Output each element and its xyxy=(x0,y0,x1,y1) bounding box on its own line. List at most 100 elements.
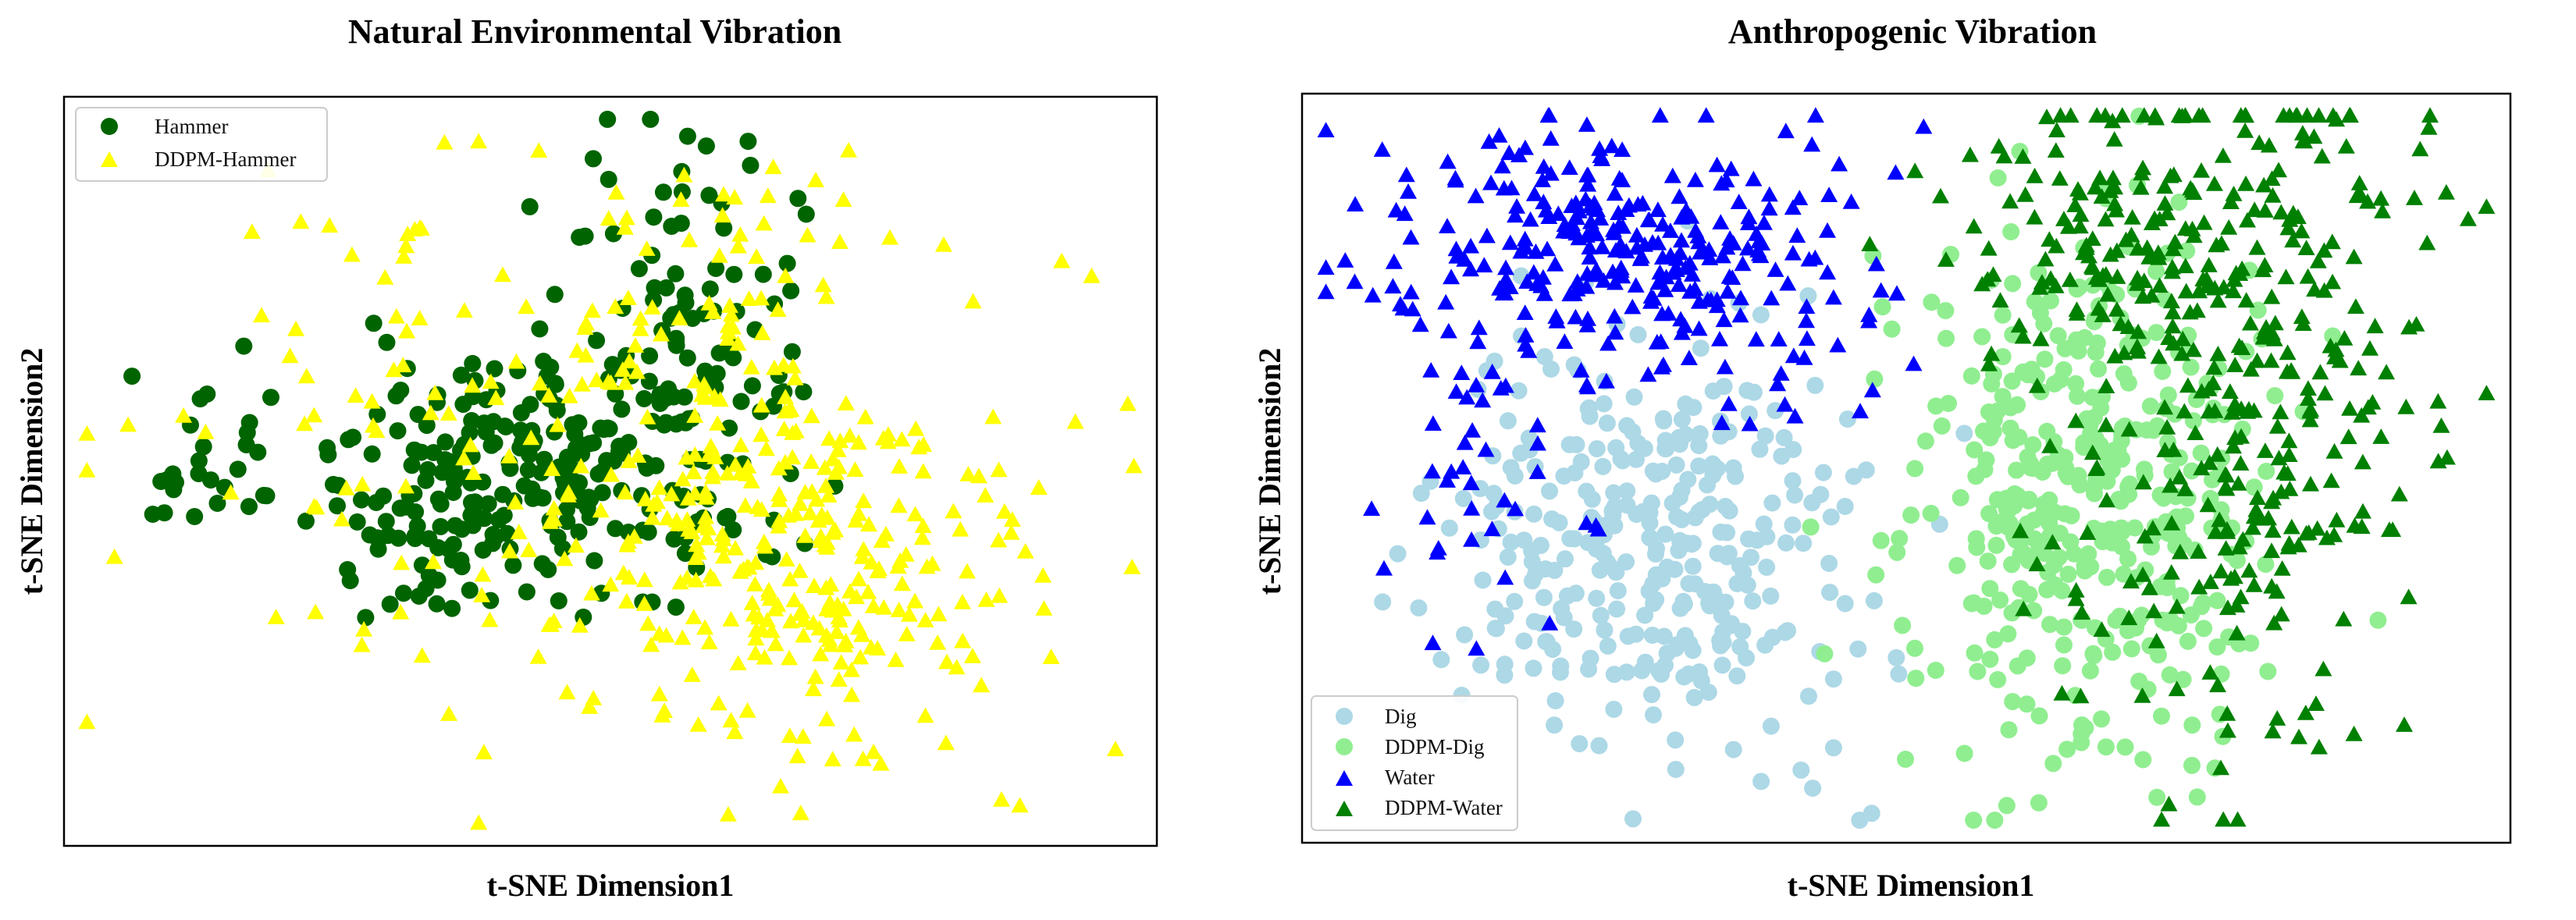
point-water-327 xyxy=(1528,464,1546,479)
point-ddpm-hammer-400 xyxy=(753,325,771,340)
point-ddpm-water-205 xyxy=(2248,239,2266,255)
point-water-226 xyxy=(1800,250,1818,267)
point-water-218 xyxy=(1713,175,1731,191)
point-ddpm-dig-350 xyxy=(2112,492,2129,510)
point-ddpm-water-371 xyxy=(2105,169,2122,186)
point-ddpm-dig-190 xyxy=(2038,422,2056,440)
point-dig-260 xyxy=(1656,432,1674,449)
point-hammer-287 xyxy=(678,127,696,145)
point-ddpm-hammer-229 xyxy=(984,408,1002,424)
point-ddpm-hammer-216 xyxy=(859,583,877,599)
point-ddpm-water-317 xyxy=(2351,186,2369,202)
point-ddpm-hammer-273 xyxy=(948,659,966,675)
point-ddpm-water-197 xyxy=(2289,208,2307,225)
point-dig-328 xyxy=(1704,382,1722,400)
point-ddpm-hammer-302 xyxy=(710,247,728,263)
point-ddpm-water-410 xyxy=(2080,247,2097,264)
point-hammer-143 xyxy=(452,366,470,384)
point-hammer-309 xyxy=(198,385,216,403)
point-hammer-11 xyxy=(570,523,588,541)
point-hammer-285 xyxy=(646,279,664,297)
point-ddpm-water-55 xyxy=(2200,403,2218,419)
point-ddpm-hammer-308 xyxy=(746,645,764,661)
point-ddpm-hammer-101 xyxy=(736,497,754,513)
point-water-289 xyxy=(1734,255,1752,272)
point-ddpm-water-139 xyxy=(2256,442,2274,458)
point-ddpm-dig-258 xyxy=(1976,460,1994,478)
point-ddpm-hammer-100 xyxy=(686,407,704,423)
point-water-162 xyxy=(1453,364,1471,380)
point-ddpm-water-274 xyxy=(2177,282,2195,299)
point-ddpm-hammer-154 xyxy=(830,458,848,474)
point-ddpm-hammer-282 xyxy=(481,611,499,627)
point-water-334 xyxy=(1443,268,1461,285)
point-ddpm-water-289 xyxy=(2051,107,2069,123)
point-hammer-326 xyxy=(202,471,219,489)
point-ddpm-hammer-166 xyxy=(805,680,822,697)
point-ddpm-water-288 xyxy=(2272,204,2290,220)
point-dig-278 xyxy=(1670,428,1688,446)
point-water-298 xyxy=(1860,306,1878,322)
point-ddpm-hammer-7 xyxy=(802,407,820,424)
point-hammer-253 xyxy=(585,150,602,168)
point-ddpm-hammer-350 xyxy=(343,246,361,262)
point-dig-324 xyxy=(1758,558,1776,576)
point-water-69 xyxy=(1747,331,1765,347)
point-ddpm-hammer-403 xyxy=(530,142,548,158)
point-ddpm-hammer-105 xyxy=(991,587,1009,603)
point-hammer-189 xyxy=(412,443,430,461)
point-water-71 xyxy=(1534,172,1551,187)
point-ddpm-water-322 xyxy=(2437,183,2455,200)
point-ddpm-water-355 xyxy=(2234,531,2252,547)
point-dig-224 xyxy=(1605,484,1623,502)
point-dig-134 xyxy=(1608,600,1626,618)
point-hammer-163 xyxy=(546,286,564,304)
point-hammer-220 xyxy=(599,419,617,437)
point-dig-285 xyxy=(1673,510,1691,528)
point-dig-48 xyxy=(1389,545,1407,563)
point-hammer-217 xyxy=(413,556,431,574)
point-ddpm-water-138 xyxy=(2228,624,2246,641)
point-ddpm-hammer-332 xyxy=(281,347,299,364)
point-water-169 xyxy=(1402,283,1420,300)
point-dig-32 xyxy=(1502,533,1520,551)
point-ddpm-water-434 xyxy=(2072,206,2090,222)
point-hammer-339 xyxy=(389,422,407,440)
point-ddpm-dig-26 xyxy=(2008,461,2026,479)
point-hammer-201 xyxy=(486,360,503,378)
point-ddpm-water-22 xyxy=(2150,348,2168,364)
point-dig-26 xyxy=(1720,502,1738,520)
point-ddpm-water-211 xyxy=(2280,432,2298,449)
point-water-233 xyxy=(1786,407,1804,424)
point-ddpm-water-417 xyxy=(1973,275,1991,292)
point-ddpm-hammer-387 xyxy=(781,727,799,743)
point-hammer-350 xyxy=(329,497,346,515)
point-ddpm-water-430 xyxy=(2101,246,2119,262)
point-dig-3 xyxy=(1756,427,1774,445)
point-ddpm-water-342 xyxy=(2205,176,2223,191)
point-ddpm-dig-79 xyxy=(1973,328,1991,346)
point-dig-147 xyxy=(1599,637,1617,655)
point-ddpm-hammer-361 xyxy=(292,213,310,229)
point-ddpm-hammer-178 xyxy=(830,609,848,624)
point-water-106 xyxy=(1606,242,1624,258)
point-ddpm-dig-61 xyxy=(2035,314,2053,332)
point-dig-173 xyxy=(1824,739,1842,757)
point-dig-139 xyxy=(1838,410,1856,428)
point-ddpm-hammer-2 xyxy=(650,479,668,496)
point-ddpm-water-214 xyxy=(2208,446,2226,462)
point-ddpm-hammer-104 xyxy=(891,458,909,474)
point-ddpm-dig-327 xyxy=(2193,598,2210,616)
point-ddpm-water-326 xyxy=(2217,540,2235,556)
point-ddpm-water-210 xyxy=(2268,710,2286,726)
point-ddpm-water-8 xyxy=(2372,190,2390,206)
point-ddpm-hammer-339 xyxy=(617,374,635,390)
point-ddpm-hammer-153 xyxy=(916,707,934,723)
point-water-21 xyxy=(1593,239,1611,254)
point-ddpm-hammer-442 xyxy=(729,335,747,351)
point-ddpm-hammer-314 xyxy=(518,298,535,314)
point-water-239 xyxy=(1649,274,1667,290)
point-ddpm-hammer-410 xyxy=(464,464,482,480)
point-ddpm-hammer-463 xyxy=(619,289,637,305)
point-ddpm-dig-126 xyxy=(2018,695,2036,713)
